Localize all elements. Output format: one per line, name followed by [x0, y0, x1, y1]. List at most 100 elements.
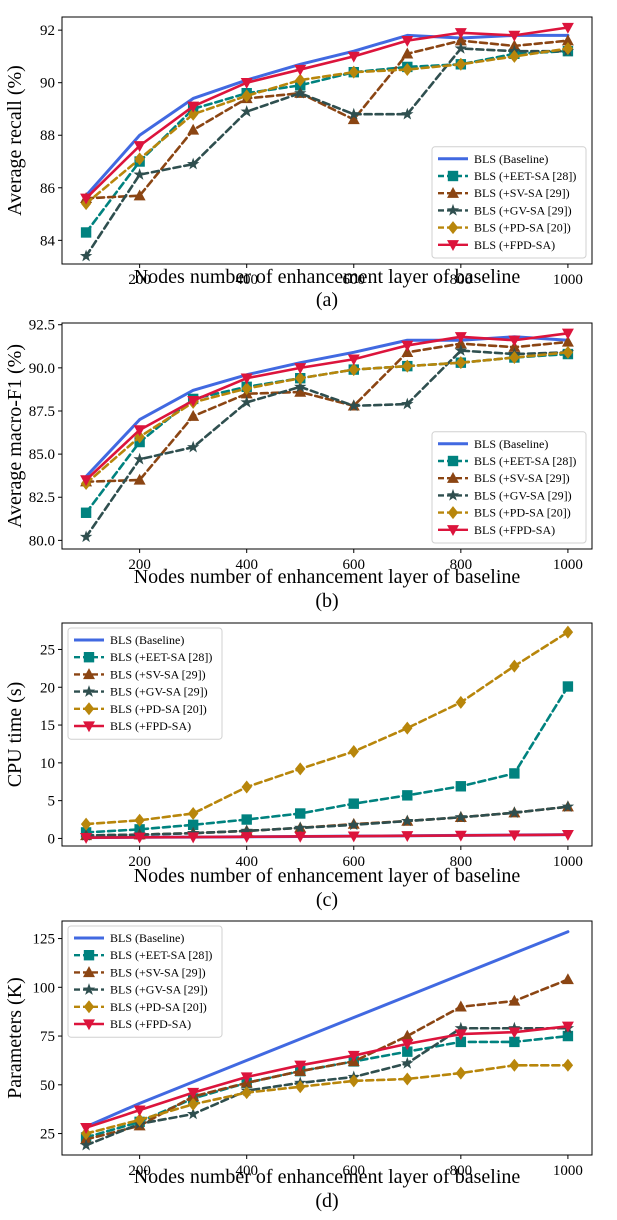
- legend-item-sv: BLS (+SV-SA [29]): [74, 667, 206, 681]
- y-tick-label: 20: [40, 680, 55, 696]
- series-line-fpd: [84, 833, 570, 839]
- legend-marker: [83, 950, 95, 961]
- series-pd: [80, 625, 574, 831]
- x-tick-label: 1000: [553, 1163, 583, 1179]
- data-point-gv: [79, 249, 93, 262]
- data-point-gv: [186, 440, 200, 453]
- data-point-pd: [241, 89, 252, 103]
- legend-label: BLS (Baseline): [474, 152, 548, 166]
- data-point-pd: [134, 1113, 145, 1127]
- data-point-eet: [80, 507, 92, 518]
- y-tick-label: 10: [40, 756, 55, 772]
- series-line-baseline: [84, 33, 570, 198]
- data-point-eet: [509, 768, 520, 779]
- data-point-pd: [80, 817, 92, 831]
- legend-label: BLS (+EET-SA [28]): [110, 650, 212, 664]
- legend-label: BLS (+FPD-SA): [110, 719, 191, 733]
- data-point-pd: [455, 356, 467, 370]
- data-point-fpd: [240, 78, 253, 89]
- legend-label: BLS (Baseline): [110, 931, 184, 945]
- legend-label: BLS (Baseline): [474, 437, 548, 451]
- legend-item-eet: BLS (+EET-SA [28]): [438, 169, 576, 183]
- data-point-pd: [562, 345, 574, 359]
- legend: BLS (Baseline) BLS (+EET-SA [28]) BLS (+SV…: [431, 146, 587, 259]
- x-axis-label: Nodes number of enhancement layer of bas…: [134, 566, 521, 588]
- y-tick-label: 92.5: [29, 318, 55, 334]
- data-point-fpd: [401, 831, 414, 843]
- legend-item-gv: BLS (+GV-SA [29]): [74, 685, 208, 699]
- data-point-fpd: [561, 829, 574, 841]
- data-point-eet: [295, 808, 306, 819]
- legend-marker: [447, 506, 459, 520]
- legend-item-eet: BLS (+EET-SA [28]): [74, 948, 212, 962]
- data-point-pd: [509, 351, 520, 365]
- data-point-eet: [562, 681, 574, 692]
- data-point-sv: [561, 335, 574, 347]
- legend-marker: [447, 525, 459, 537]
- data-point-pd: [402, 1072, 413, 1086]
- y-axis-label: Average macro-F1 (%): [4, 344, 26, 528]
- x-tick-label: 600: [343, 854, 366, 870]
- series-line-pd: [84, 1064, 570, 1135]
- y-tick-label: 50: [40, 1078, 55, 1094]
- data-point-pd: [187, 107, 199, 121]
- legend-item-fpd: BLS (+FPD-SA): [438, 523, 555, 537]
- series-baseline: [84, 930, 570, 1129]
- legend-item-sv: BLS (+SV-SA [29]): [438, 471, 570, 485]
- legend-item-baseline: BLS (Baseline): [74, 633, 184, 647]
- series-line-gv: [84, 349, 570, 539]
- legend-item-pd: BLS (+PD-SA [20]): [74, 702, 207, 716]
- data-point-sv: [561, 973, 574, 985]
- data-point-fpd: [294, 831, 307, 843]
- data-point-fpd: [401, 35, 414, 47]
- x-tick-label: 600: [343, 557, 366, 573]
- legend-label: BLS (+SV-SA [29]): [110, 965, 206, 979]
- legend-label: BLS (+EET-SA [28]): [110, 948, 212, 962]
- data-point-gv: [294, 380, 307, 393]
- y-tick-label: 15: [40, 718, 55, 734]
- data-point-fpd: [187, 395, 200, 407]
- x-tick-label: 400: [235, 1163, 258, 1179]
- data-point-fpd: [187, 1087, 200, 1099]
- y-axis-label: Average recall (%): [4, 65, 26, 216]
- data-point-fpd: [187, 832, 200, 844]
- data-point-gv: [347, 818, 360, 831]
- data-point-gv: [508, 806, 521, 818]
- data-point-gv: [347, 107, 360, 120]
- series-fpd: [80, 1021, 574, 1134]
- data-point-eet: [509, 1036, 520, 1048]
- legend-label: BLS (Baseline): [110, 633, 184, 647]
- data-point-fpd: [561, 328, 574, 340]
- legend-box: [431, 431, 587, 544]
- series-gv: [79, 1021, 575, 1151]
- x-tick-label: 200: [128, 854, 151, 870]
- data-point-fpd: [133, 1105, 146, 1117]
- x-axis-label: Nodes number of enhancement layer of bas…: [134, 1166, 521, 1188]
- series-baseline: [84, 33, 570, 198]
- series-line-fpd: [84, 332, 570, 482]
- legend-item-gv: BLS (+GV-SA [29]): [74, 983, 208, 997]
- data-point-sv: [133, 189, 146, 201]
- legend-marker: [82, 983, 96, 995]
- panel-caption: (a): [316, 289, 338, 311]
- data-point-pd: [241, 780, 252, 794]
- data-point-fpd: [347, 831, 360, 843]
- data-point-fpd: [454, 28, 467, 40]
- legend-marker: [82, 685, 96, 697]
- data-point-fpd: [133, 425, 146, 437]
- y-tick-label: 0: [48, 831, 56, 847]
- series-pd: [80, 1058, 574, 1141]
- legend-label: BLS (+SV-SA [29]): [474, 186, 570, 200]
- legend-item-pd: BLS (+PD-SA [20]): [438, 221, 571, 235]
- legend-marker: [83, 668, 95, 680]
- data-point-gv: [240, 824, 253, 837]
- data-point-pd: [348, 65, 359, 79]
- y-tick-label: 25: [40, 642, 55, 658]
- legend: BLS (Baseline) BLS (+EET-SA [28]) BLS (+SV…: [67, 925, 223, 1038]
- x-tick-label: 200: [128, 1163, 151, 1179]
- data-point-gv: [294, 821, 307, 834]
- data-point-pd: [241, 1086, 252, 1100]
- x-tick-label: 1000: [553, 557, 583, 573]
- data-point-pd: [562, 625, 574, 639]
- plot-frame: [61, 322, 593, 550]
